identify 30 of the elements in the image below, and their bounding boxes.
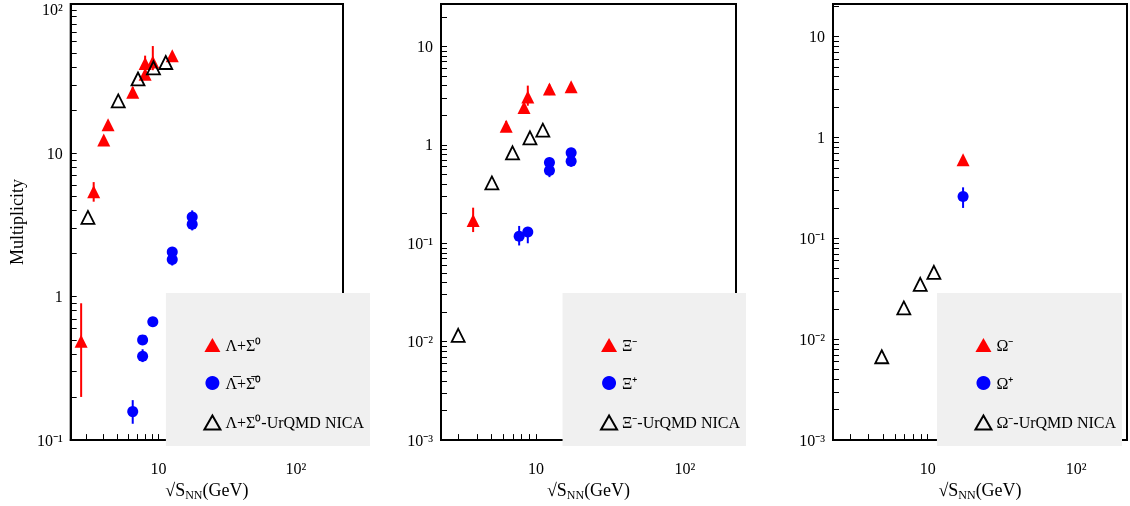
y-tick-label: 10²	[41, 1, 63, 19]
y-tick-label: 10	[809, 28, 825, 46]
x-tick-label: 10	[528, 459, 545, 477]
legend-label: Λ+Σ⁰	[225, 336, 262, 354]
y-tick-label: 10⁻³	[799, 431, 826, 449]
y-tick-label: 10⁻¹	[799, 229, 826, 247]
y-tick-label: 10	[46, 144, 63, 162]
y-tick-label: 10⁻¹	[407, 234, 434, 252]
legend-label: Λ̅+Σ̅⁰	[225, 374, 262, 392]
legend-label: Λ+Σ⁰-UrQMD NICA	[225, 414, 365, 431]
x-tick-label: 10²	[1065, 459, 1087, 477]
y-tick-label: 10	[417, 37, 433, 55]
x-tick-label: 10²	[285, 459, 307, 477]
y-tick-label: 10⁻²	[407, 333, 434, 351]
legend-label: Ξ⁻	[622, 336, 638, 354]
y-tick-label: 1	[54, 288, 63, 306]
y-tick-label: 1	[817, 128, 825, 146]
y-tick-label: 1	[425, 136, 433, 154]
y-tick-label: 10⁻¹	[36, 431, 63, 449]
x-tick-label: 10	[919, 459, 936, 477]
legend-label: Ξ⁺	[622, 374, 638, 392]
x-tick-label: 10	[150, 459, 167, 477]
x-tick-label: 10²	[674, 459, 696, 477]
legend-label: Ξ⁻-UrQMD NICA	[622, 414, 741, 431]
legend-label: Ω⁻-UrQMD NICA	[996, 414, 1117, 431]
legend-label: Ω⁺	[996, 374, 1014, 392]
y-tick-label: 10⁻³	[407, 431, 434, 449]
y-tick-label: 10⁻²	[799, 330, 826, 348]
legend-label: Ω⁻	[996, 336, 1014, 354]
y-axis-title: Multiplicity	[7, 179, 27, 266]
